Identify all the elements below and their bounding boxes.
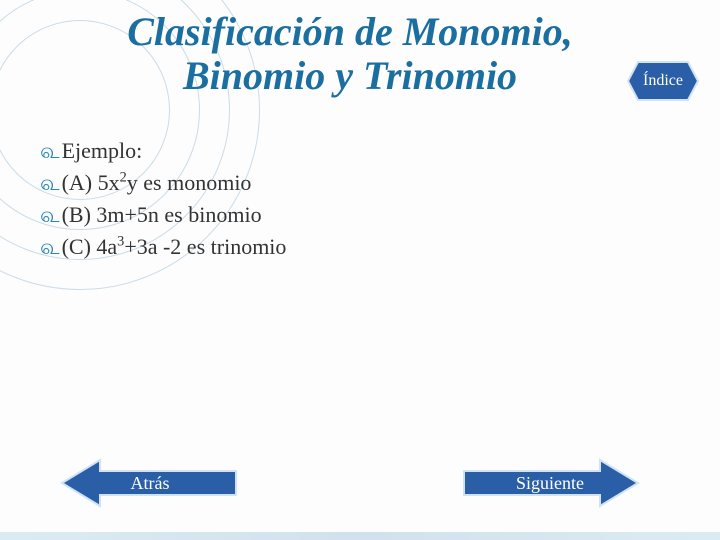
list-item: ௳(C) 4a3+3a -2 es trinomio xyxy=(40,231,286,263)
next-button[interactable]: Siguiente xyxy=(460,456,640,510)
bottom-accent-bar xyxy=(0,532,720,540)
example-text: (B) 3m+5n es binomio xyxy=(62,202,262,227)
example-text: Ejemplo: xyxy=(62,138,143,163)
bullet-icon: ௳ xyxy=(40,202,60,227)
next-label: Siguiente xyxy=(516,473,584,494)
example-text: (C) 4a xyxy=(62,234,118,259)
index-label: Índice xyxy=(643,72,683,90)
index-button[interactable]: Índice xyxy=(626,60,700,102)
page-title: Clasificación de Monomio, Binomio y Trin… xyxy=(70,10,630,98)
example-text: y es monomio xyxy=(127,170,252,195)
list-item: ௳(A) 5x2y es monomio xyxy=(40,167,286,199)
title-line-1: Clasificación de Monomio, xyxy=(127,9,573,54)
example-list: ௳Ejemplo: ௳(A) 5x2y es monomio ௳(B) 3m+5… xyxy=(40,135,286,263)
bullet-icon: ௳ xyxy=(40,138,60,163)
back-label: Atrás xyxy=(131,473,170,494)
back-button[interactable]: Atrás xyxy=(60,456,240,510)
list-item: ௳Ejemplo: xyxy=(40,135,286,167)
example-sup: 2 xyxy=(120,170,127,186)
example-text: (A) 5x xyxy=(62,170,120,195)
bullet-icon: ௳ xyxy=(40,170,60,195)
example-text: +3a -2 es trinomio xyxy=(124,234,286,259)
title-line-2: Binomio y Trinomio xyxy=(70,54,630,98)
list-item: ௳(B) 3m+5n es binomio xyxy=(40,199,286,231)
bullet-icon: ௳ xyxy=(40,234,60,259)
